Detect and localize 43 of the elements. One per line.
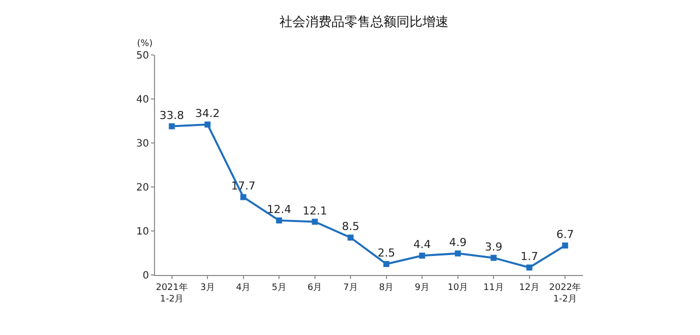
point bbox=[168, 123, 175, 130]
data-label: 4.9 bbox=[449, 236, 467, 249]
data-label: 8.5 bbox=[342, 220, 360, 234]
point bbox=[276, 217, 282, 224]
point bbox=[454, 250, 461, 256]
chart-title: 社会消费品零售总额同比增速 bbox=[280, 14, 448, 30]
x-tick-label: 9月 bbox=[414, 282, 430, 293]
data-label: 33.8 bbox=[160, 108, 184, 122]
point bbox=[348, 234, 354, 241]
data-label: 6.7 bbox=[556, 228, 574, 242]
data-label: 12.1 bbox=[302, 204, 328, 218]
y-tick-label: 40 bbox=[136, 94, 149, 106]
data-label: 34.2 bbox=[195, 107, 220, 120]
point bbox=[383, 261, 390, 267]
point bbox=[490, 254, 497, 261]
x-tick-label: 7月 bbox=[343, 282, 358, 293]
x-tick-label: 2021年 1-2月 bbox=[156, 282, 188, 304]
x-tick-label: 6月 bbox=[307, 282, 322, 293]
data-label: 12.4 bbox=[266, 202, 292, 216]
data-label: 1.7 bbox=[520, 250, 538, 264]
x-tick-label: 5月 bbox=[272, 282, 286, 293]
point bbox=[240, 194, 246, 200]
x-tick-label: 3月 bbox=[200, 282, 215, 293]
point bbox=[419, 252, 426, 259]
point bbox=[562, 242, 568, 249]
y-tick-label: 50 bbox=[136, 50, 149, 62]
data-label: 3.9 bbox=[484, 240, 502, 254]
x-tick-label: 10月 bbox=[448, 282, 468, 293]
data-label: 2.5 bbox=[378, 246, 396, 260]
x-tick-label: 8月 bbox=[378, 282, 394, 293]
y-tick-label: 10 bbox=[136, 226, 149, 238]
point bbox=[526, 264, 532, 271]
y-axis-title: (%) bbox=[137, 39, 153, 49]
y-tick-label: 30 bbox=[136, 138, 149, 150]
point bbox=[204, 122, 211, 128]
x-tick-label: 4月 bbox=[236, 282, 251, 293]
point bbox=[312, 218, 318, 225]
x-tick-label: 12月 bbox=[519, 282, 540, 293]
y-tick-label: 20 bbox=[136, 182, 149, 194]
x-tick-label: 2022年 1-2月 bbox=[549, 282, 582, 304]
x-tick-label: 11月 bbox=[483, 282, 504, 293]
y-tick-label: 0 bbox=[142, 270, 149, 282]
data-label: 4.4 bbox=[413, 238, 431, 252]
